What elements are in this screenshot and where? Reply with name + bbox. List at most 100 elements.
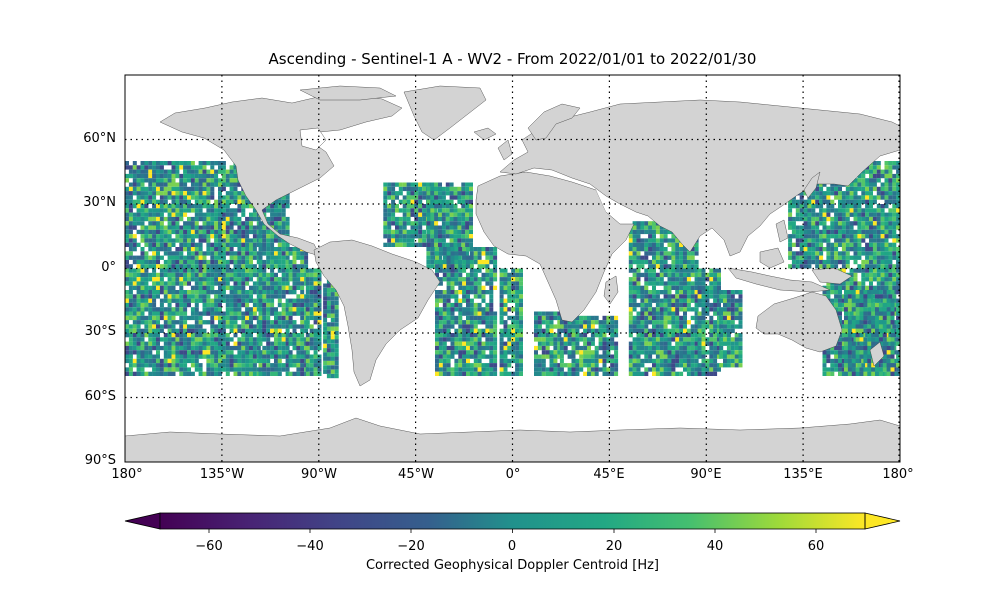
data-cell (811, 225, 816, 230)
data-cell (285, 242, 290, 247)
data-cell (830, 216, 835, 222)
data-cell (305, 350, 310, 355)
data-cell (446, 277, 451, 282)
data-cell (640, 264, 645, 269)
data-cell (690, 358, 695, 364)
data-cell (675, 354, 680, 359)
data-cell (632, 337, 637, 342)
data-cell (441, 186, 446, 192)
data-cell (610, 320, 615, 325)
data-cell (418, 208, 423, 213)
data-cell (140, 311, 145, 316)
data-cell (853, 277, 858, 282)
data-cell (803, 229, 808, 235)
data-cell (183, 320, 188, 325)
data-cell (719, 324, 724, 329)
data-cell (214, 298, 219, 303)
data-cell (159, 229, 164, 235)
data-cell (175, 302, 180, 308)
data-cell (567, 350, 572, 355)
data-cell (198, 354, 203, 359)
data-cell (132, 277, 137, 282)
data-cell (422, 221, 427, 226)
data-cell (198, 268, 203, 273)
data-cell (229, 290, 234, 295)
data-cell (857, 285, 862, 290)
data-cell (519, 350, 523, 355)
data-cell (469, 354, 474, 359)
data-cell (861, 281, 866, 286)
data-cell (245, 234, 250, 239)
data-cell (807, 229, 812, 235)
data-cell (834, 186, 839, 192)
data-cell (499, 354, 504, 359)
data-cell (493, 350, 498, 355)
data-cell (671, 255, 676, 260)
data-cell (258, 268, 263, 273)
data-cell (659, 315, 664, 321)
data-cell (663, 324, 668, 329)
data-cell (838, 320, 842, 325)
data-cell (167, 191, 172, 196)
data-cell (317, 298, 322, 303)
data-cell (553, 333, 558, 338)
data-cell (330, 326, 335, 331)
data-cell (402, 182, 407, 187)
data-cell (281, 216, 286, 222)
data-cell (462, 371, 467, 376)
data-cell (136, 255, 141, 260)
data-cell (723, 333, 727, 338)
data-cell (296, 281, 301, 286)
data-cell (519, 294, 523, 299)
data-cell (190, 165, 195, 170)
data-cell (632, 285, 637, 290)
data-cell (838, 354, 842, 359)
data-cell (266, 285, 271, 290)
data-cell (671, 238, 676, 243)
data-cell (652, 294, 656, 299)
data-cell (636, 285, 641, 290)
data-cell (826, 238, 831, 243)
data-cell (519, 328, 523, 333)
data-cell (221, 173, 226, 179)
data-cell (313, 333, 318, 338)
data-cell (249, 371, 253, 376)
data-cell (679, 333, 684, 338)
data-cell (705, 290, 710, 295)
data-cell (218, 216, 222, 222)
data-cell (383, 229, 388, 235)
data-cell (819, 204, 824, 209)
data-cell (190, 234, 195, 239)
data-cell (179, 234, 184, 239)
data-cell (187, 302, 191, 308)
data-cell (187, 333, 191, 338)
data-cell (410, 242, 415, 247)
data-cell (430, 259, 435, 265)
data-cell (652, 264, 656, 269)
data-cell (457, 191, 462, 196)
data-cell (300, 350, 305, 355)
data-cell (723, 294, 727, 299)
data-cell (636, 272, 641, 278)
data-cell (258, 341, 263, 346)
data-cell (426, 204, 431, 209)
data-cell (214, 341, 219, 346)
data-cell (458, 264, 463, 269)
data-cell (266, 255, 271, 260)
data-cell (454, 294, 459, 299)
data-cell (148, 302, 153, 308)
data-cell (187, 216, 191, 222)
data-cell (132, 307, 137, 312)
data-cell (245, 294, 250, 299)
data-cell (206, 195, 211, 200)
data-cell (285, 333, 290, 338)
data-cell (663, 341, 668, 346)
data-cell (262, 285, 267, 290)
data-cell (462, 264, 467, 269)
data-cell (493, 324, 498, 329)
data-cell (575, 363, 580, 368)
data-cell (559, 358, 564, 364)
data-cell (418, 186, 423, 192)
data-cell (285, 199, 290, 204)
data-cell (466, 328, 470, 333)
